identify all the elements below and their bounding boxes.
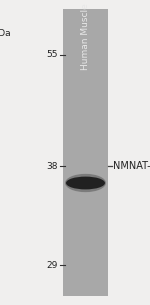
Text: 29: 29 <box>46 261 58 270</box>
Bar <box>63 9 108 296</box>
Text: kDa: kDa <box>0 29 11 38</box>
Ellipse shape <box>65 174 106 192</box>
Text: Human Muscle: Human Muscle <box>81 3 90 70</box>
Text: NMNAT-1: NMNAT-1 <box>113 161 150 171</box>
Ellipse shape <box>66 177 105 189</box>
Text: 38: 38 <box>46 162 58 171</box>
Text: 55: 55 <box>46 50 58 59</box>
